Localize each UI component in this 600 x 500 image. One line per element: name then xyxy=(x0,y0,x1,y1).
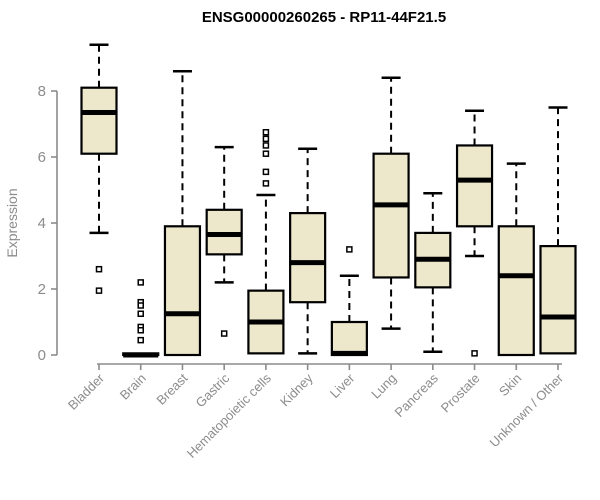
outlier-point xyxy=(262,180,270,187)
outlier-point xyxy=(95,265,103,273)
outlier-point xyxy=(262,142,270,149)
box-rect xyxy=(455,144,494,228)
box-lung xyxy=(372,76,410,330)
boxes-layer xyxy=(80,43,577,358)
box-rect xyxy=(80,86,118,155)
x-category-label-kidney: Kidney xyxy=(277,370,316,409)
outlier-point xyxy=(262,168,270,176)
outlier-point xyxy=(95,287,103,294)
box-kidney xyxy=(289,147,327,355)
x-category-label-lung: Lung xyxy=(368,371,399,402)
box-breast xyxy=(163,69,202,357)
x-category-label-prostate: Prostate xyxy=(438,371,483,416)
box-skin xyxy=(497,162,535,357)
box-gastric xyxy=(205,145,243,337)
box-brain xyxy=(122,279,160,358)
box-prostate xyxy=(455,109,494,357)
x-category-label-unknown-other: Unknown / Other xyxy=(487,370,567,450)
box-liver xyxy=(330,246,368,357)
x-category-label-bladder: Bladder xyxy=(65,370,108,413)
outlier-point xyxy=(262,150,270,157)
outlier-point xyxy=(346,246,353,253)
outlier-point xyxy=(137,302,144,309)
y-tick-label: 0 xyxy=(38,347,46,364)
box-rect xyxy=(372,152,410,279)
box-rect xyxy=(330,320,368,357)
y-tick-label: 8 xyxy=(38,83,46,100)
outlier-point xyxy=(471,350,478,357)
box-rect xyxy=(289,212,327,304)
x-category-label-pancreas: Pancreas xyxy=(391,370,441,420)
box-rect xyxy=(497,225,535,357)
outlier-point xyxy=(262,135,270,143)
y-tick-label: 2 xyxy=(38,281,46,298)
y-axis-title: Expression xyxy=(4,188,20,257)
outlier-point xyxy=(137,327,144,334)
outlier-point xyxy=(220,330,228,337)
outlier-point xyxy=(262,129,270,136)
x-category-label-gastric: Gastric xyxy=(193,370,233,410)
x-category-label-skin: Skin xyxy=(496,371,524,399)
box-unknown-other xyxy=(539,106,577,355)
box-bladder xyxy=(80,43,118,294)
outlier-point xyxy=(137,310,144,317)
outlier-point xyxy=(137,336,144,344)
x-category-label-breast: Breast xyxy=(153,370,190,407)
chart-title: ENSG00000260265 - RP11-44F21.5 xyxy=(202,9,446,26)
box-rect xyxy=(163,225,202,357)
y-axis: 0 2 4 6 8 xyxy=(38,83,58,364)
x-category-label-liver: Liver xyxy=(327,370,358,401)
outlier-point xyxy=(137,279,144,286)
box-hematopoietic-cells xyxy=(247,129,285,355)
box-pancreas xyxy=(414,192,452,353)
box-rect xyxy=(539,245,577,355)
x-category-label-brain: Brain xyxy=(117,371,149,403)
y-tick-label: 4 xyxy=(38,215,46,232)
y-tick-label: 6 xyxy=(38,149,46,166)
